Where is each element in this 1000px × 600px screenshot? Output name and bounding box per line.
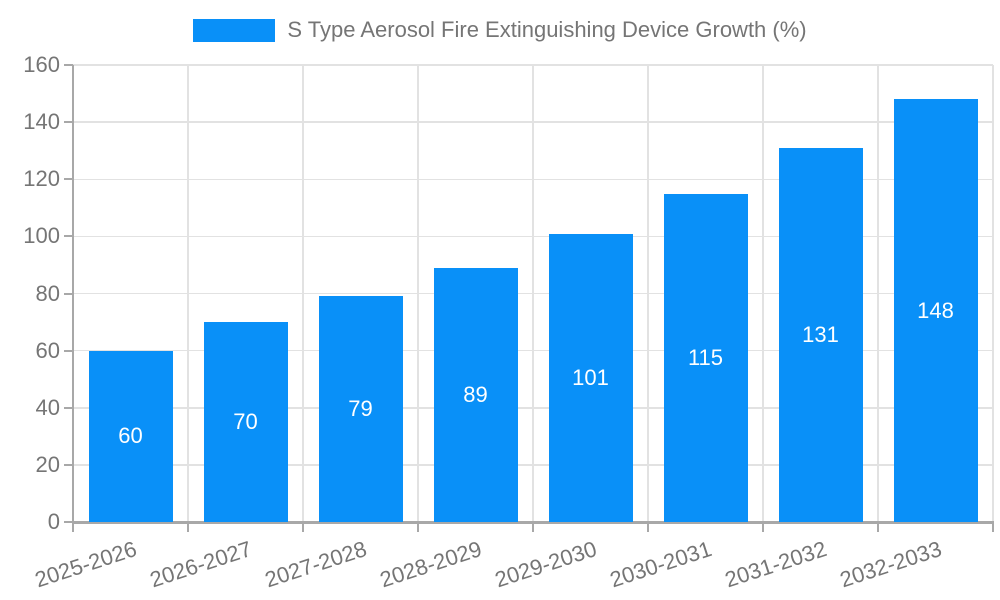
y-tick-mark [64,349,73,352]
v-gridline [302,65,304,522]
bar-2027-2028[interactable]: 79 [318,296,403,522]
x-tick-mark [877,523,879,532]
y-tick-mark [64,521,73,523]
v-gridline [647,65,649,522]
y-tick-mark [64,463,73,466]
x-tick-mark [532,523,534,532]
x-tick-label: 2028-2029 [377,536,485,593]
y-tick-label: 60 [35,337,60,363]
bar-2025-2026[interactable]: 60 [88,350,173,522]
bar-2028-2029[interactable]: 89 [433,267,518,522]
y-tick-mark [64,121,73,124]
y-tick-label: 40 [35,394,60,420]
y-tick-label: 20 [35,451,60,477]
v-gridline [992,65,994,522]
x-tick-label: 2032-2033 [837,536,945,593]
v-gridline [187,65,189,522]
y-tick-label: 0 [47,509,60,534]
bar-value-label: 148 [917,297,954,323]
x-tick-label: 2025-2026 [32,536,140,593]
v-gridline [762,65,764,522]
y-tick-mark [64,406,73,409]
y-tick-label: 120 [23,166,60,192]
bar-2026-2027[interactable]: 70 [203,322,288,522]
bar-2029-2030[interactable]: 101 [548,233,633,522]
y-tick-mark [64,64,73,66]
x-tick-mark [762,523,764,532]
y-tick-label: 100 [23,223,60,249]
bar-value-label: 101 [572,364,609,390]
x-axis-line [72,521,994,524]
x-tick-mark [417,523,419,532]
bar-value-label: 115 [687,344,724,370]
bar-value-label: 79 [348,396,373,422]
y-tick-label: 80 [35,280,60,306]
y-tick-mark [64,292,73,295]
y-tick-label: 140 [23,109,60,135]
y-tick-label: 160 [23,52,60,77]
bar-value-label: 60 [118,423,143,449]
x-tick-label: 2029-2030 [492,536,600,593]
v-gridline [877,65,879,522]
bar-value-label: 131 [802,321,839,347]
bar-2032-2033[interactable]: 148 [893,99,978,522]
legend[interactable]: S Type Aerosol Fire Extinguishing Device… [0,17,1000,43]
bar-value-label: 89 [463,381,488,407]
x-tick-label: 2027-2028 [262,536,370,593]
legend-label: S Type Aerosol Fire Extinguishing Device… [287,17,807,42]
y-tick-mark [64,178,73,181]
y-axis-line [72,65,74,532]
x-tick-mark [647,523,649,532]
x-tick-label: 2026-2027 [147,536,255,593]
bar-value-label: 70 [233,409,258,435]
bar-2030-2031[interactable]: 115 [663,193,748,522]
x-tick-label: 2030-2031 [607,536,715,593]
x-tick-mark [302,523,304,532]
x-tick-label: 2031-2032 [722,536,830,593]
x-tick-mark [992,523,994,532]
bar-2031-2032[interactable]: 131 [778,147,863,522]
y-tick-mark [64,235,73,238]
x-tick-mark [187,523,189,532]
v-gridline [532,65,534,522]
v-gridline [417,65,419,522]
legend-swatch [193,18,276,42]
